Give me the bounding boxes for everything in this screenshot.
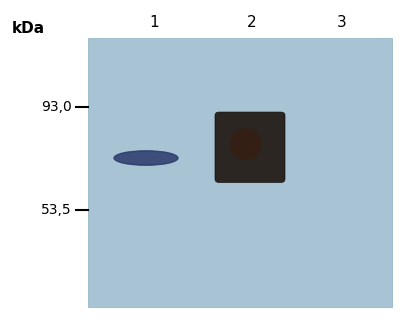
Text: 93,0: 93,0	[41, 100, 72, 114]
Text: kDa: kDa	[12, 21, 45, 36]
Text: 2: 2	[247, 15, 257, 30]
FancyBboxPatch shape	[88, 38, 392, 307]
Text: 53,5: 53,5	[41, 204, 72, 217]
Text: 1: 1	[149, 15, 159, 30]
Text: 3: 3	[337, 15, 347, 30]
Ellipse shape	[230, 128, 262, 160]
FancyBboxPatch shape	[215, 112, 285, 182]
Ellipse shape	[114, 151, 178, 165]
